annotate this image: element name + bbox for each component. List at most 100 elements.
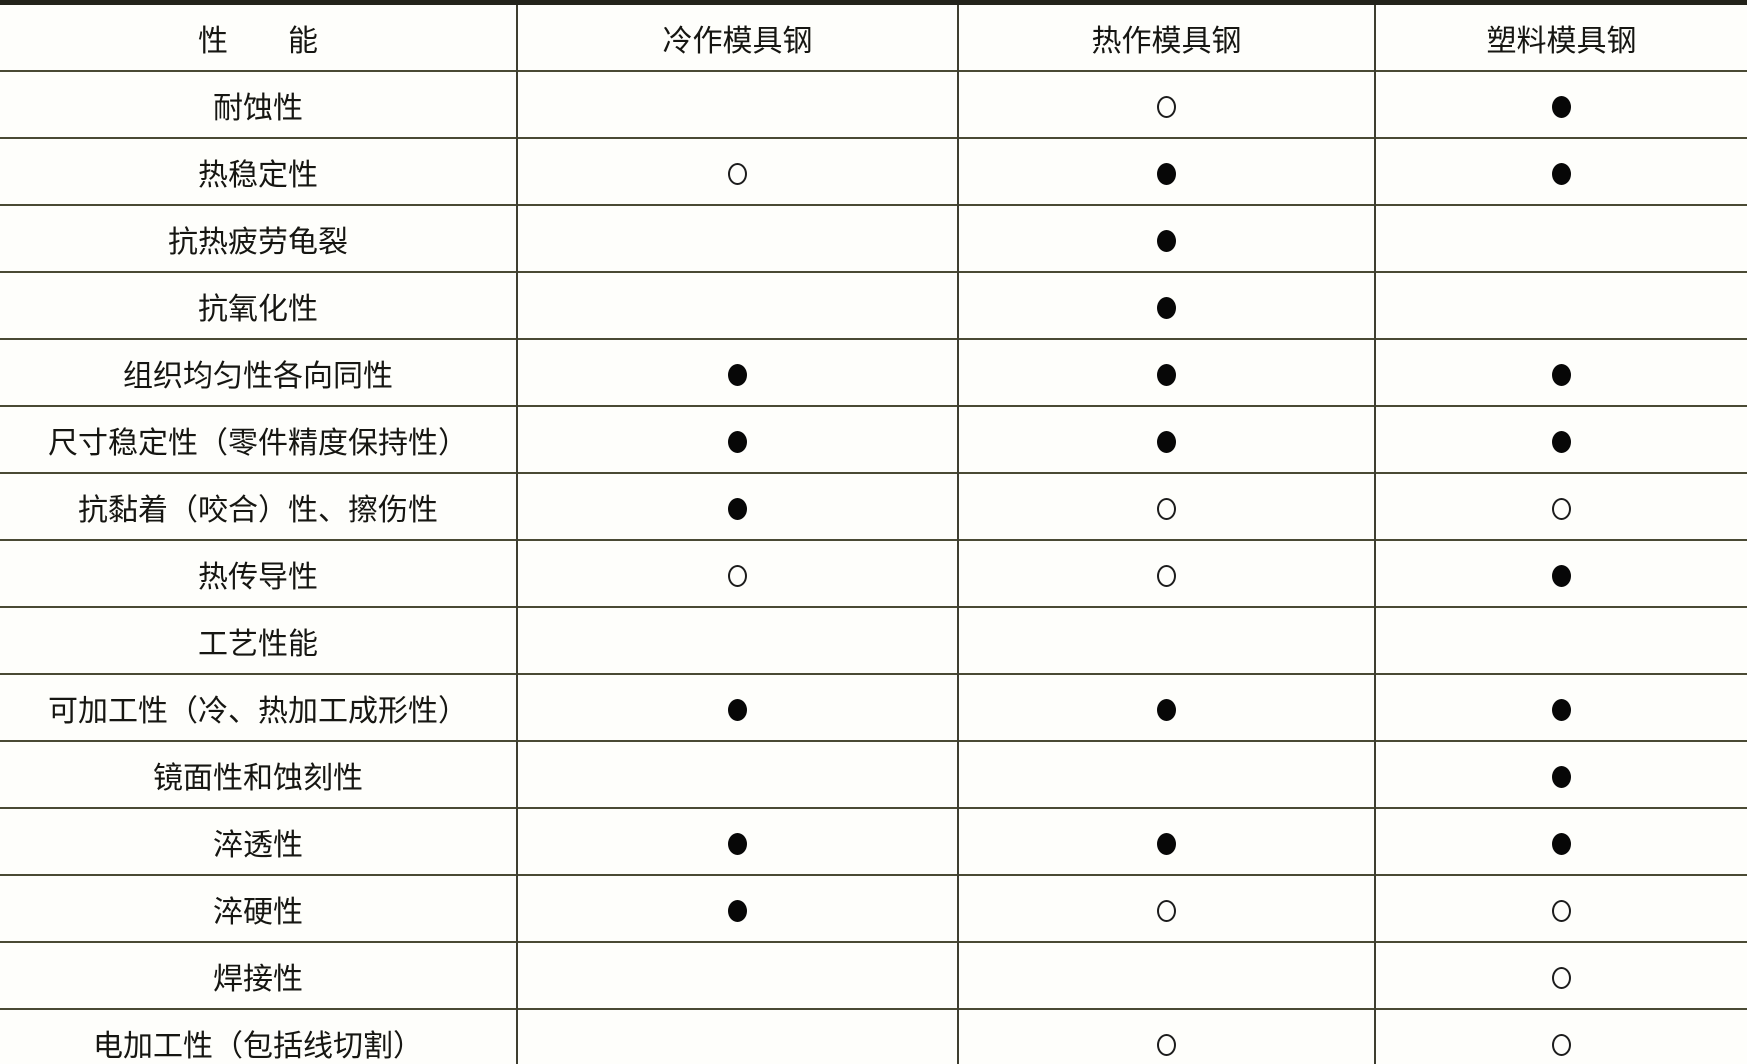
filled-circle-icon	[728, 430, 747, 453]
filled-circle-icon	[1552, 162, 1571, 185]
hollow-circle-icon	[1552, 497, 1571, 520]
property-cell: 尺寸稳定性（零件精度保持性）	[0, 405, 517, 473]
marker-cell	[957, 874, 1375, 942]
property-cell: 热稳定性	[0, 137, 517, 205]
filled-circle-icon	[1552, 363, 1571, 386]
property-cell: 焊接性	[0, 941, 517, 1009]
marker-cell	[1374, 1008, 1747, 1064]
marker-cell	[957, 405, 1375, 473]
property-cell: 淬硬性	[0, 874, 517, 942]
marker-cell	[1374, 740, 1747, 808]
marker-cell	[516, 941, 958, 1009]
filled-circle-icon	[1157, 698, 1176, 721]
marker-cell	[516, 338, 958, 406]
property-cell: 电加工性（包括线切割）	[0, 1008, 517, 1064]
marker-cell	[1374, 472, 1747, 540]
table-row: 热稳定性	[0, 137, 1747, 205]
filled-circle-icon	[1552, 430, 1571, 453]
table-row: 组织均匀性各向同性	[0, 338, 1747, 406]
property-cell: 抗热疲劳龟裂	[0, 204, 517, 272]
marker-cell	[1374, 405, 1747, 473]
filled-circle-icon	[1552, 95, 1571, 118]
marker-cell	[516, 606, 958, 674]
filled-circle-icon	[1157, 229, 1176, 252]
marker-cell	[957, 807, 1375, 875]
marker-cell	[1374, 874, 1747, 942]
table-row: 淬透性	[0, 807, 1747, 875]
marker-cell	[1374, 338, 1747, 406]
marker-cell	[516, 539, 958, 607]
table-row: 焊接性	[0, 941, 1747, 1009]
table-row: 工艺性能	[0, 606, 1747, 674]
filled-circle-icon	[728, 497, 747, 520]
property-cell: 工艺性能	[0, 606, 517, 674]
marker-cell	[1374, 606, 1747, 674]
property-cell: 热传导性	[0, 539, 517, 607]
table-row: 热传导性	[0, 539, 1747, 607]
hollow-circle-icon	[728, 162, 747, 185]
marker-cell	[1374, 673, 1747, 741]
marker-cell	[516, 807, 958, 875]
marker-cell	[516, 874, 958, 942]
table-row: 可加工性（冷、热加工成形性）	[0, 673, 1747, 741]
marker-cell	[516, 204, 958, 272]
hollow-circle-icon	[1157, 95, 1176, 118]
marker-cell	[957, 137, 1375, 205]
marker-cell	[1374, 807, 1747, 875]
marker-cell	[516, 70, 958, 138]
marker-cell	[516, 740, 958, 808]
column-header-property: 性 能	[0, 2, 517, 71]
filled-circle-icon	[728, 832, 747, 855]
property-cell: 抗黏着（咬合）性、擦伤性	[0, 472, 517, 540]
filled-circle-icon	[1157, 162, 1176, 185]
filled-circle-icon	[1157, 296, 1176, 319]
marker-cell	[1374, 137, 1747, 205]
filled-circle-icon	[728, 899, 747, 922]
filled-circle-icon	[728, 363, 747, 386]
marker-cell	[1374, 70, 1747, 138]
marker-cell	[957, 1008, 1375, 1064]
marker-cell	[957, 673, 1375, 741]
table-row: 镜面性和蚀刻性	[0, 740, 1747, 808]
marker-cell	[516, 137, 958, 205]
hollow-circle-icon	[1552, 966, 1571, 989]
marker-cell	[957, 941, 1375, 1009]
marker-cell	[1374, 941, 1747, 1009]
property-cell: 耐蚀性	[0, 70, 517, 138]
filled-circle-icon	[1157, 363, 1176, 386]
hollow-circle-icon	[1157, 1033, 1176, 1056]
filled-circle-icon	[1552, 765, 1571, 788]
marker-cell	[516, 673, 958, 741]
table-row: 抗黏着（咬合）性、擦伤性	[0, 472, 1747, 540]
hollow-circle-icon	[1157, 564, 1176, 587]
column-header-hot-work: 热作模具钢	[957, 2, 1375, 71]
column-header-cold-work: 冷作模具钢	[516, 2, 958, 71]
hollow-circle-icon	[1552, 1033, 1571, 1056]
hollow-circle-icon	[1157, 497, 1176, 520]
filled-circle-icon	[1552, 564, 1571, 587]
table-row: 淬硬性	[0, 874, 1747, 942]
marker-cell	[957, 606, 1375, 674]
column-header-plastic: 塑料模具钢	[1374, 2, 1747, 71]
table-row: 尺寸稳定性（零件精度保持性）	[0, 405, 1747, 473]
header-row: 性 能 冷作模具钢 热作模具钢 塑料模具钢	[0, 2, 1747, 71]
property-cell: 组织均匀性各向同性	[0, 338, 517, 406]
table-row: 耐蚀性	[0, 70, 1747, 138]
property-cell: 镜面性和蚀刻性	[0, 740, 517, 808]
table-row: 抗热疲劳龟裂	[0, 204, 1747, 272]
table-row: 抗氧化性	[0, 271, 1747, 339]
filled-circle-icon	[1552, 832, 1571, 855]
marker-cell	[516, 271, 958, 339]
filled-circle-icon	[1157, 430, 1176, 453]
marker-cell	[957, 70, 1375, 138]
marker-cell	[957, 472, 1375, 540]
marker-cell	[957, 204, 1375, 272]
hollow-circle-icon	[1552, 899, 1571, 922]
hollow-circle-icon	[728, 564, 747, 587]
property-cell: 可加工性（冷、热加工成形性）	[0, 673, 517, 741]
marker-cell	[1374, 204, 1747, 272]
marker-cell	[957, 271, 1375, 339]
marker-cell	[957, 338, 1375, 406]
